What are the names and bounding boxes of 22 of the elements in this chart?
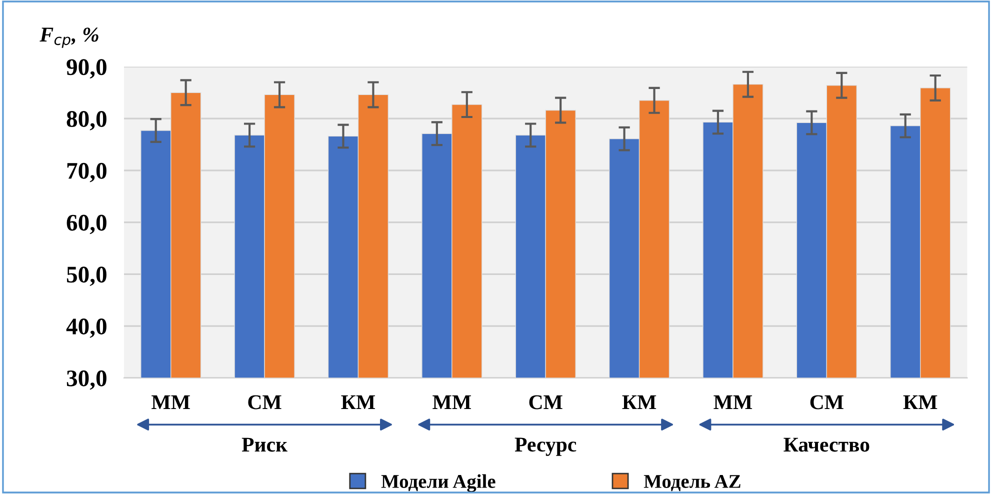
x-tick-label: ММ xyxy=(432,395,471,410)
x-tick-label: КМ xyxy=(341,395,376,410)
x-tick-label: СМ xyxy=(248,395,282,410)
y-tick-label: 60,0 xyxy=(66,214,106,234)
x-tick-label: СМ xyxy=(529,395,562,410)
y-tick-label: 80,0 xyxy=(66,111,106,130)
text: Риск xyxy=(242,438,288,452)
y-tick-label: 70,0 xyxy=(67,162,106,182)
legend-label: Модель AZ xyxy=(644,474,740,492)
x-tick-label: СМ xyxy=(810,395,844,410)
x-tick-label: КМ xyxy=(622,395,656,410)
y-tick-label: 40,0 xyxy=(66,318,106,338)
x-tick-label: КМ xyxy=(903,395,938,410)
x-tick-label: ММ xyxy=(714,395,752,410)
x-tick-label: ММ xyxy=(152,395,190,410)
legend-label: Модели Agile xyxy=(381,474,496,492)
y-tick-label: 50,0 xyxy=(66,266,106,286)
text: Ресурс xyxy=(514,438,576,456)
y-tick-label: 30,0 xyxy=(66,370,106,390)
text: Качество xyxy=(784,438,870,452)
y-axis-title: F$_{ср}$, % xyxy=(40,28,98,48)
y-tick-label: 90,0 xyxy=(66,59,106,79)
